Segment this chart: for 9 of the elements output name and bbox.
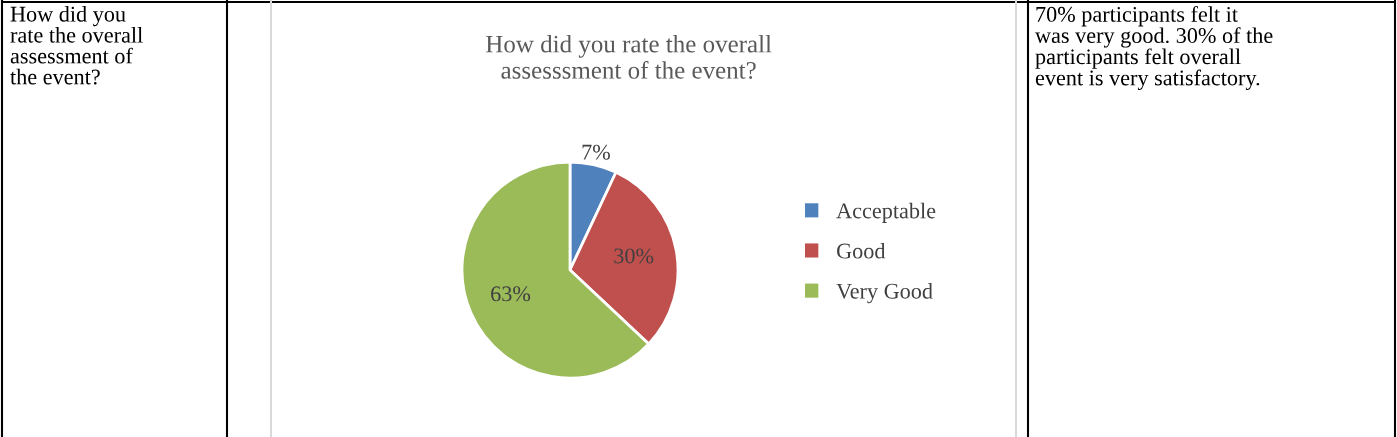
legend-label: Very Good (836, 283, 933, 304)
data-label: 63% (491, 286, 531, 302)
text: How did you rate the overall assessment of the event? (10, 6, 143, 85)
chart-title: How did you rate the overall assesssment of the event? (486, 35, 772, 79)
legend-label: Acceptable (836, 202, 936, 223)
legend-label: Good (837, 242, 886, 259)
data-label: 30% (614, 248, 654, 264)
data-label: 7% (582, 144, 610, 160)
text: 70% participants felt it was very good. 30% of the participants felt overall event is very satisfactory. (1035, 6, 1273, 90)
